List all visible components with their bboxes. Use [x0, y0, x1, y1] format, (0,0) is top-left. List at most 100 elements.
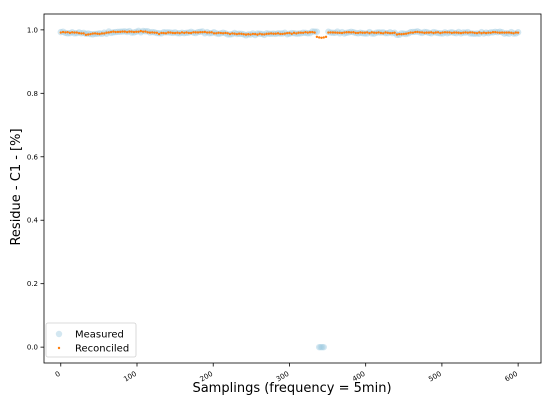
- reconciled-point: [210, 31, 213, 34]
- reconciled-point: [272, 32, 275, 35]
- reconciled-point: [130, 30, 133, 33]
- reconciled-point: [468, 31, 472, 34]
- reconciled-point: [313, 31, 316, 34]
- reconciled-point: [91, 32, 94, 35]
- reconciled-point: [89, 32, 92, 36]
- reconciled-point: [324, 35, 328, 39]
- reconciled-point: [105, 31, 108, 34]
- reconciled-point: [398, 32, 401, 36]
- reconciled-point: [219, 31, 223, 35]
- reconciled-point: [329, 31, 332, 34]
- reconciled-point: [420, 31, 424, 34]
- reconciled-point: [494, 31, 497, 34]
- reconciled-point: [478, 31, 481, 34]
- reconciled-point: [308, 31, 312, 34]
- reconciled-point: [450, 31, 454, 35]
- reconciled-point: [258, 32, 261, 36]
- reconciled-point: [317, 36, 321, 39]
- reconciled-point: [173, 31, 177, 35]
- reconciled-point: [448, 31, 451, 34]
- reconciled-point: [281, 32, 284, 36]
- reconciled-point: [404, 32, 408, 35]
- reconciled-point: [171, 31, 175, 35]
- reconciled-point: [189, 31, 193, 35]
- reconciled-point: [510, 31, 513, 35]
- reconciled-point: [366, 31, 369, 34]
- reconciled-point: [178, 31, 181, 35]
- reconciled-point: [109, 30, 113, 34]
- reconciled-point: [507, 31, 511, 34]
- reconciled-point: [203, 30, 207, 34]
- reconciled-point: [123, 30, 127, 33]
- reconciled-point: [411, 31, 415, 34]
- reconciled-point: [395, 33, 399, 36]
- reconciled-point: [386, 31, 389, 35]
- reconciled-point: [327, 31, 330, 34]
- reconciled-point: [119, 30, 122, 34]
- reconciled-point: [487, 31, 490, 34]
- reconciled-point: [233, 32, 236, 35]
- reconciled-point: [125, 30, 129, 34]
- reconciled-point: [160, 31, 163, 35]
- reconciled-point: [183, 31, 186, 35]
- legend: Measured Reconciled: [45, 322, 137, 358]
- reconciled-point: [336, 31, 339, 34]
- reconciled-point: [141, 30, 145, 33]
- reconciled-point: [290, 32, 293, 36]
- reconciled-point: [139, 29, 143, 33]
- plot-frame: [43, 13, 542, 364]
- reconciled-point: [498, 31, 502, 34]
- reconciled-point: [237, 32, 241, 35]
- reconciled-point: [153, 31, 156, 34]
- reconciled-point: [274, 32, 277, 35]
- reconciled-point: [409, 31, 412, 34]
- reconciled-point: [87, 33, 90, 36]
- reconciled-point: [441, 31, 444, 34]
- reconciled-point: [201, 30, 204, 34]
- reconciled-point: [352, 31, 355, 34]
- reconciled-point: [247, 33, 250, 36]
- reconciled-point: [267, 32, 271, 35]
- reconciled-point: [484, 31, 488, 35]
- legend-measured-marker: [55, 330, 63, 338]
- reconciled-point: [107, 31, 110, 34]
- reconciled-point: [260, 33, 264, 36]
- y-tick-label: 0.4: [27, 217, 39, 225]
- reconciled-point: [333, 31, 337, 34]
- reconciled-point: [68, 31, 72, 35]
- reconciled-point: [167, 31, 170, 34]
- reconciled-point: [425, 31, 428, 34]
- reconciled-point: [370, 31, 373, 34]
- reconciled-point: [256, 33, 259, 36]
- legend-measured-label: Measured: [75, 330, 124, 341]
- reconciled-point: [96, 32, 99, 35]
- reconciled-point: [185, 31, 188, 34]
- reconciled-point: [446, 31, 449, 34]
- reconciled-point: [100, 32, 104, 35]
- reconciled-point: [242, 33, 245, 36]
- y-axis-ticks: 0.0 0.2 0.4 0.6 0.8 1.0: [27, 26, 44, 352]
- reconciled-point: [73, 31, 76, 34]
- reconciled-point: [194, 31, 197, 34]
- reconciled-point: [66, 30, 69, 34]
- y-tick-label: 0.8: [27, 90, 38, 98]
- reconciled-point: [432, 31, 435, 35]
- reconciled-point: [462, 31, 465, 34]
- reconciled-point: [331, 31, 335, 34]
- measured-point: [320, 343, 327, 351]
- legend-reconciled-label: Reconciled: [75, 344, 129, 355]
- reconciled-point: [480, 32, 483, 35]
- reconciled-point: [466, 31, 470, 34]
- reconciled-point: [164, 32, 168, 35]
- measured-point: [476, 30, 483, 37]
- reconciled-point: [505, 31, 508, 34]
- measured-point: [315, 343, 323, 351]
- reconciled-point: [356, 31, 360, 35]
- reconciled-point: [71, 31, 74, 34]
- reconciled-point: [176, 31, 179, 34]
- reconciled-point: [430, 31, 433, 34]
- reconciled-point: [322, 36, 325, 39]
- reconciled-point: [349, 31, 353, 34]
- reconciled-point: [436, 31, 440, 34]
- reconciled-point: [363, 31, 367, 34]
